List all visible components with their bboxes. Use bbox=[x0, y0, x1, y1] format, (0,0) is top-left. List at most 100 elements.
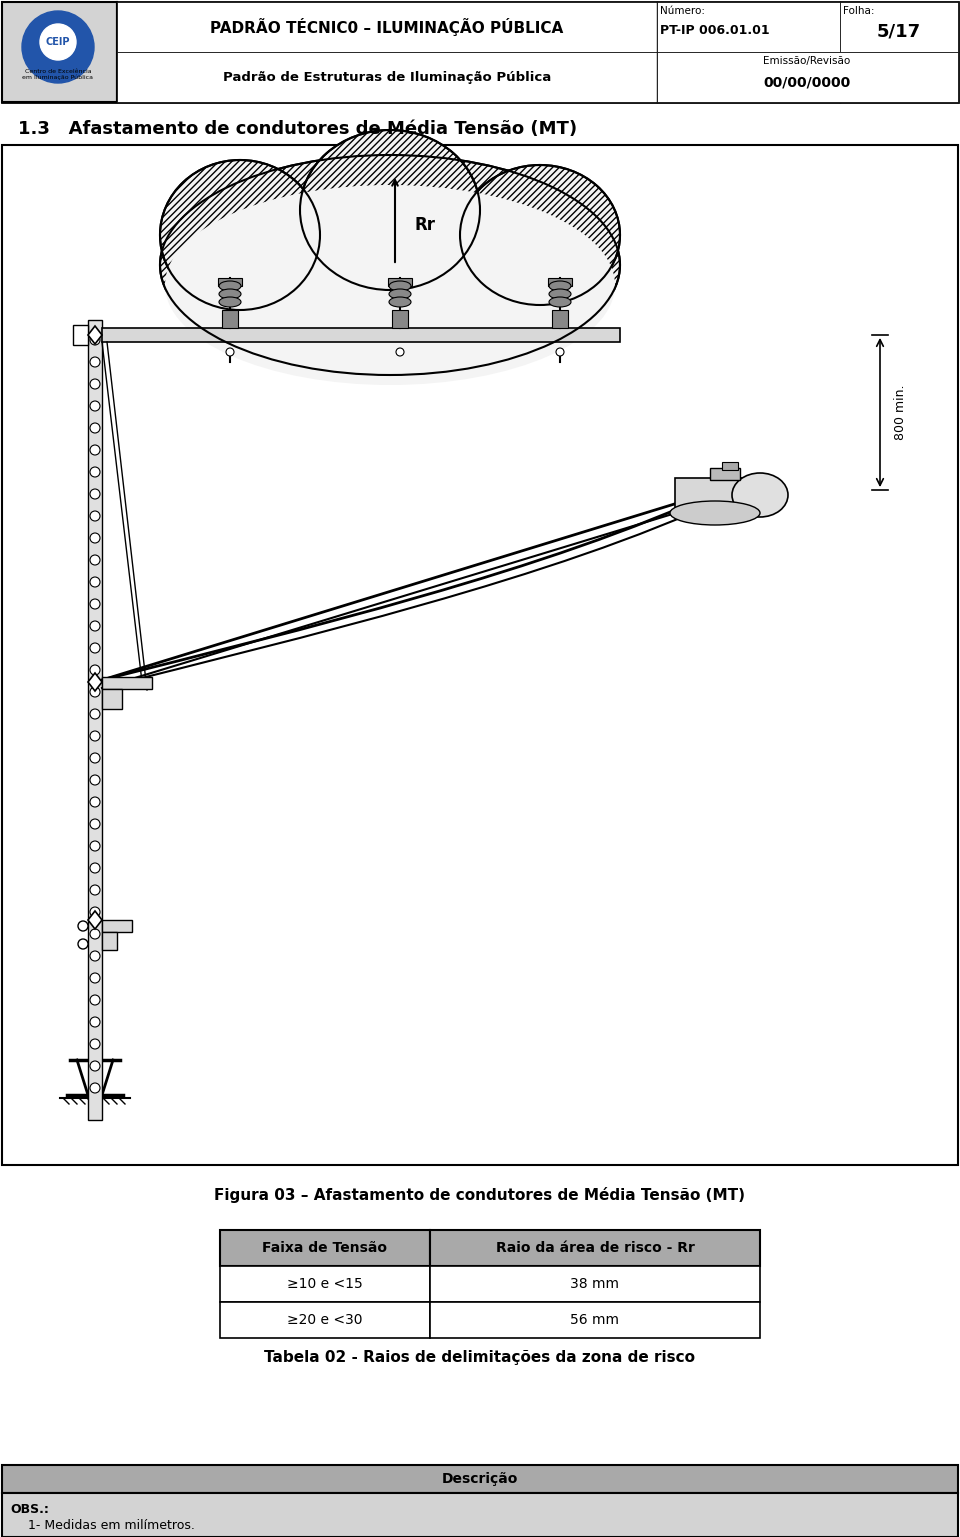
Text: Tabela 02 - Raios de delimitações da zona de risco: Tabela 02 - Raios de delimitações da zon… bbox=[265, 1349, 695, 1365]
Polygon shape bbox=[88, 673, 102, 692]
Ellipse shape bbox=[219, 289, 241, 300]
Circle shape bbox=[90, 621, 100, 632]
Circle shape bbox=[90, 1084, 100, 1093]
Circle shape bbox=[90, 753, 100, 762]
Bar bbox=[102, 327, 620, 343]
Circle shape bbox=[90, 819, 100, 828]
Text: Emissão/Revisão: Emissão/Revisão bbox=[763, 55, 851, 66]
Bar bbox=[840, 2, 958, 52]
Circle shape bbox=[90, 973, 100, 984]
Bar bbox=[2, 2, 117, 101]
Text: 1.3   Afastamento de condutores de Média Tensão (MT): 1.3 Afastamento de condutores de Média T… bbox=[18, 120, 577, 138]
Bar bbox=[657, 52, 958, 101]
Text: ≥20 e <30: ≥20 e <30 bbox=[287, 1313, 363, 1326]
Ellipse shape bbox=[549, 281, 571, 290]
Ellipse shape bbox=[300, 131, 480, 290]
Ellipse shape bbox=[165, 184, 615, 384]
Circle shape bbox=[556, 347, 564, 357]
Circle shape bbox=[90, 576, 100, 587]
Text: Faixa de Tensão: Faixa de Tensão bbox=[262, 1240, 388, 1256]
Circle shape bbox=[90, 533, 100, 543]
Circle shape bbox=[90, 798, 100, 807]
Text: Figura 03 – Afastamento de condutores de Média Tensão (MT): Figura 03 – Afastamento de condutores de… bbox=[214, 1187, 746, 1203]
Circle shape bbox=[90, 446, 100, 455]
Text: 5/17: 5/17 bbox=[876, 23, 921, 41]
Circle shape bbox=[90, 841, 100, 851]
Circle shape bbox=[90, 510, 100, 521]
Bar bbox=[552, 310, 568, 327]
Text: 56 mm: 56 mm bbox=[570, 1313, 619, 1326]
Circle shape bbox=[90, 599, 100, 609]
Ellipse shape bbox=[670, 501, 760, 526]
Text: Padrão de Estruturas de Iluminação Pública: Padrão de Estruturas de Iluminação Públi… bbox=[223, 71, 551, 83]
Text: ≥10 e <15: ≥10 e <15 bbox=[287, 1277, 363, 1291]
Text: PT-IP 006.01.01: PT-IP 006.01.01 bbox=[660, 25, 770, 37]
Text: 800 min.: 800 min. bbox=[894, 384, 907, 440]
Ellipse shape bbox=[460, 164, 620, 304]
Bar bbox=[722, 463, 738, 470]
Text: PADRÃO TÉCNIC0 – ILUMINAÇÃO PÚBLICA: PADRÃO TÉCNIC0 – ILUMINAÇÃO PÚBLICA bbox=[210, 18, 564, 35]
Bar bbox=[430, 1266, 760, 1302]
Bar bbox=[88, 320, 102, 1120]
Circle shape bbox=[90, 709, 100, 719]
Text: CEIP: CEIP bbox=[46, 37, 70, 48]
Ellipse shape bbox=[549, 289, 571, 300]
Ellipse shape bbox=[389, 281, 411, 290]
Circle shape bbox=[226, 347, 234, 357]
Bar bbox=[102, 921, 132, 931]
Circle shape bbox=[90, 642, 100, 653]
Circle shape bbox=[90, 1061, 100, 1071]
Circle shape bbox=[90, 951, 100, 961]
Text: 1- Medidas em milímetros.: 1- Medidas em milímetros. bbox=[28, 1519, 195, 1532]
Circle shape bbox=[90, 994, 100, 1005]
Circle shape bbox=[90, 489, 100, 500]
Circle shape bbox=[40, 25, 76, 60]
Circle shape bbox=[396, 347, 404, 357]
Text: Centro de Excelência
em Iluminação Pública: Centro de Excelência em Iluminação Públi… bbox=[22, 69, 93, 80]
Circle shape bbox=[90, 1017, 100, 1027]
Bar bbox=[392, 310, 408, 327]
Text: Folha:: Folha: bbox=[843, 6, 875, 15]
Circle shape bbox=[90, 335, 100, 344]
Circle shape bbox=[90, 357, 100, 367]
Bar bbox=[2, 144, 958, 1165]
Bar bbox=[218, 278, 242, 286]
Bar bbox=[657, 2, 840, 52]
Bar bbox=[220, 1230, 430, 1266]
Bar bbox=[675, 478, 750, 513]
Bar bbox=[220, 1266, 430, 1302]
Bar bbox=[710, 467, 740, 480]
Circle shape bbox=[90, 380, 100, 389]
Ellipse shape bbox=[160, 160, 320, 310]
Circle shape bbox=[22, 11, 94, 83]
Circle shape bbox=[90, 732, 100, 741]
Ellipse shape bbox=[219, 281, 241, 290]
Bar bbox=[2, 1492, 958, 1537]
Text: Descrição: Descrição bbox=[442, 1472, 518, 1486]
Circle shape bbox=[90, 666, 100, 675]
Ellipse shape bbox=[219, 297, 241, 307]
Bar bbox=[220, 1302, 430, 1339]
Bar bbox=[548, 278, 572, 286]
Circle shape bbox=[90, 862, 100, 873]
Circle shape bbox=[90, 401, 100, 410]
Bar bbox=[2, 2, 958, 101]
Ellipse shape bbox=[160, 155, 620, 375]
Circle shape bbox=[78, 921, 88, 931]
Text: Rr: Rr bbox=[415, 217, 436, 234]
Circle shape bbox=[90, 885, 100, 895]
Text: OBS.:: OBS.: bbox=[10, 1503, 49, 1515]
Bar bbox=[102, 689, 122, 709]
Circle shape bbox=[78, 939, 88, 948]
Bar bbox=[117, 52, 657, 101]
Ellipse shape bbox=[732, 473, 788, 516]
Bar bbox=[102, 676, 152, 689]
Bar bbox=[2, 1465, 958, 1492]
Circle shape bbox=[90, 775, 100, 785]
Circle shape bbox=[90, 687, 100, 696]
Circle shape bbox=[90, 467, 100, 476]
Bar bbox=[117, 2, 657, 52]
Polygon shape bbox=[88, 911, 102, 928]
Bar bbox=[222, 310, 238, 327]
Text: Raio da área de risco - Rr: Raio da área de risco - Rr bbox=[495, 1240, 694, 1256]
